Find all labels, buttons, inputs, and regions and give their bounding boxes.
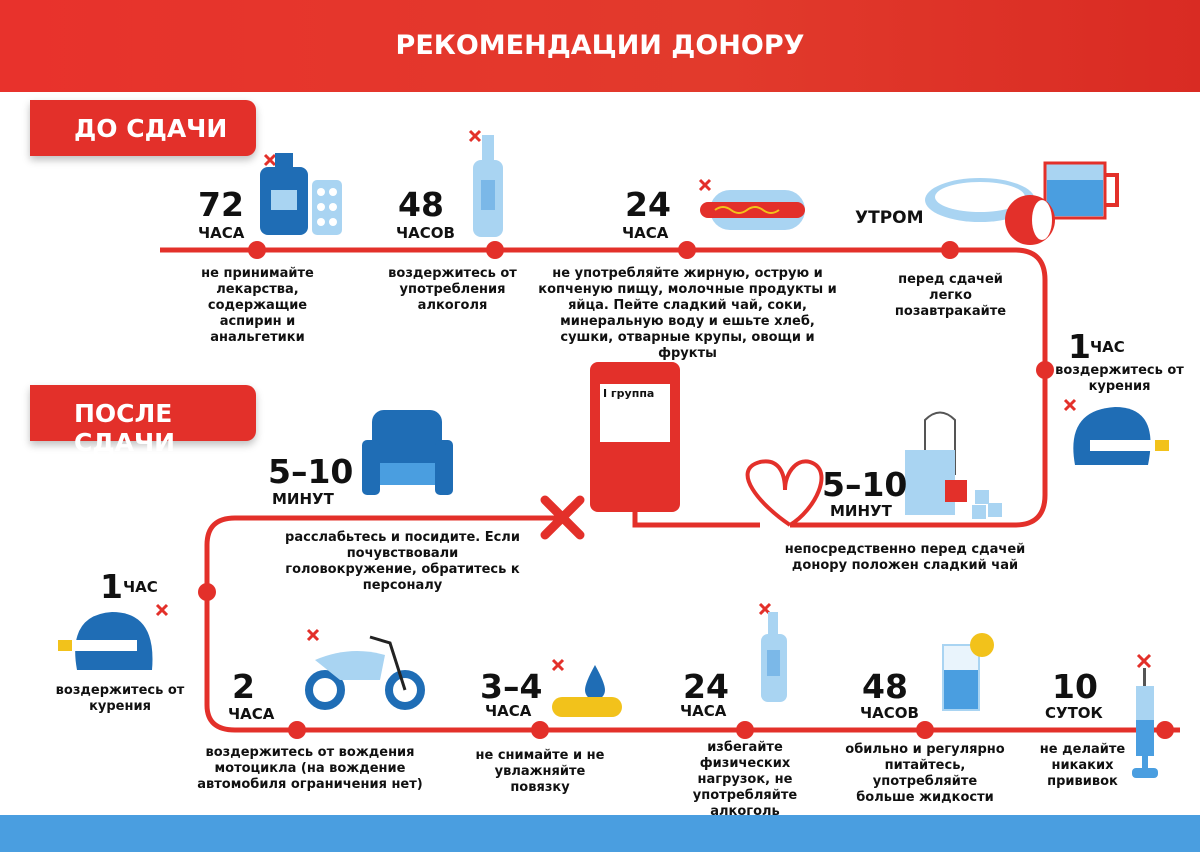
footer-band bbox=[0, 815, 1200, 852]
step-text: не употребляйте жирную, острую и копчену… bbox=[538, 266, 837, 361]
header-banner: РЕКОМЕНДАЦИИ ДОНОРУ bbox=[0, 0, 1200, 92]
step-text: воздержитесь от вождения мотоцикла (на в… bbox=[197, 745, 423, 792]
syringe-icon bbox=[1132, 653, 1158, 778]
step-number: 48 bbox=[398, 185, 444, 224]
medicine-bottle-pills-icon bbox=[260, 153, 342, 235]
step-text: не принимайте лекарства, содержащие аспи… bbox=[201, 266, 314, 345]
step-number: 5–10 bbox=[268, 452, 354, 491]
cross-icon bbox=[540, 495, 585, 540]
step-text: воздержитесь от употребления алкоголя bbox=[388, 266, 517, 313]
step-text: избегайте физических нагрузок, не употре… bbox=[692, 740, 798, 819]
blood-bag-icon: I группа bbox=[590, 362, 680, 512]
step-text: не делайте никаких прививок bbox=[1039, 742, 1126, 789]
section-after-label: ПОСЛЕ СДАЧИ bbox=[30, 385, 256, 457]
page-title: РЕКОМЕНДАЦИИ ДОНОРУ bbox=[395, 30, 805, 61]
step-unit: ЧАСА bbox=[198, 224, 245, 242]
step-number: 24 bbox=[683, 667, 729, 706]
step-text: воздержитесь от курения bbox=[55, 683, 185, 714]
step-unit: МИНУТ bbox=[830, 502, 892, 520]
glass-icon bbox=[942, 633, 994, 711]
step-number: 48 bbox=[862, 667, 908, 706]
step-number: 3–4 bbox=[480, 667, 543, 706]
breakfast-icon bbox=[925, 161, 1119, 245]
step-unit: ЧАСОВ bbox=[396, 224, 455, 242]
step-number: 1 bbox=[1068, 327, 1091, 366]
tea-icon bbox=[905, 411, 1002, 519]
motorcycle-icon bbox=[305, 628, 425, 710]
bottle-icon bbox=[468, 129, 503, 237]
step-number: 24 bbox=[625, 185, 671, 224]
step-unit: УТРОМ bbox=[855, 208, 924, 228]
step-unit: СУТОК bbox=[1045, 704, 1103, 722]
step-unit: ЧАСОВ bbox=[860, 704, 919, 722]
step-text: обильно и регулярно питайтесь, употребля… bbox=[845, 742, 1005, 805]
step-text: перед сдачей легко позавтракайте bbox=[894, 272, 1007, 319]
step-unit: ЧАС bbox=[123, 578, 158, 596]
step-unit: ЧАСА bbox=[228, 705, 275, 723]
step-unit: МИНУТ bbox=[272, 490, 334, 508]
step-text: не снимайте и не увлажняйте повязку bbox=[475, 748, 605, 795]
step-number: 10 bbox=[1052, 667, 1098, 706]
step-text: воздержитесь от курения bbox=[1055, 363, 1184, 394]
armchair-icon bbox=[362, 410, 453, 495]
step-number: 2 bbox=[232, 667, 255, 706]
step-text: расслабьтесь и посидите. Если почувствов… bbox=[285, 530, 520, 593]
blood-group-label: I группа bbox=[600, 384, 670, 442]
step-number: 72 bbox=[198, 185, 244, 224]
step-unit: ЧАС bbox=[1090, 338, 1125, 356]
step-number: 5–10 bbox=[822, 465, 908, 504]
bandage-icon bbox=[551, 658, 622, 717]
no-smoking-icon bbox=[58, 603, 169, 670]
step-unit: ЧАСА bbox=[680, 702, 727, 720]
no-smoking-icon bbox=[1063, 398, 1169, 465]
hotdog-icon bbox=[698, 178, 805, 230]
step-unit: ЧАСА bbox=[622, 224, 669, 242]
step-text: непосредственно перед сдачей донору поло… bbox=[784, 542, 1026, 573]
bottle-icon bbox=[758, 602, 787, 702]
section-before-label: ДО СДАЧИ bbox=[30, 100, 256, 156]
step-number: 1 bbox=[100, 567, 123, 606]
step-unit: ЧАСА bbox=[485, 702, 532, 720]
